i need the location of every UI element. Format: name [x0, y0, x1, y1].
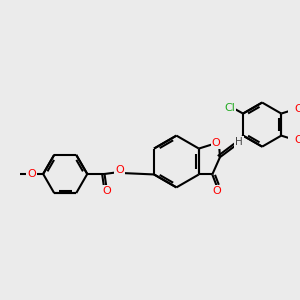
Text: O: O: [294, 104, 300, 114]
Text: O: O: [27, 169, 36, 179]
Text: O: O: [213, 186, 221, 196]
Text: H: H: [235, 137, 243, 147]
Text: O: O: [116, 165, 124, 175]
Text: O: O: [102, 186, 111, 196]
Text: Cl: Cl: [224, 103, 235, 113]
Text: O: O: [294, 135, 300, 146]
Text: O: O: [212, 138, 220, 148]
